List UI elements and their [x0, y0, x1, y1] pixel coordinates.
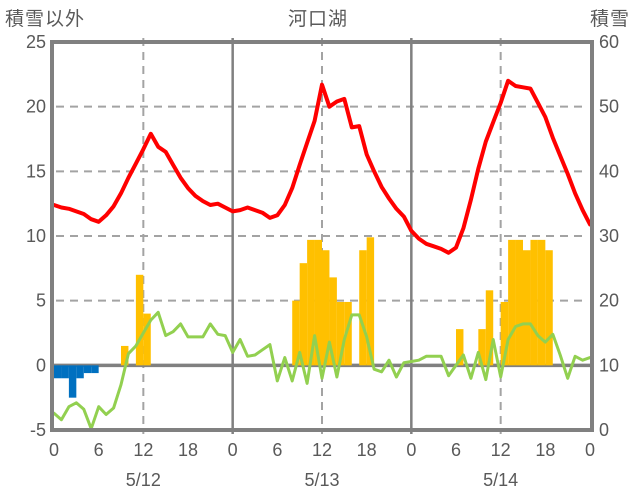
chart-title: 河口湖 [287, 9, 348, 30]
svg-text:12: 12 [133, 440, 153, 460]
right-axis-title: 積雪 [589, 9, 630, 30]
left-axis-title: 積雪以外 [5, 9, 86, 30]
svg-text:5: 5 [36, 291, 46, 311]
svg-text:15: 15 [26, 161, 46, 181]
svg-text:20: 20 [26, 97, 46, 117]
date-labels: 5/12 5/13 5/14 [126, 470, 518, 490]
svg-text:12: 12 [491, 440, 511, 460]
svg-text:25: 25 [26, 32, 46, 52]
svg-text:5/13: 5/13 [304, 470, 339, 490]
svg-text:5/12: 5/12 [126, 470, 161, 490]
temperature-line [52, 78, 592, 255]
svg-text:18: 18 [178, 440, 198, 460]
svg-text:0: 0 [406, 440, 416, 460]
right-axis-ticks: 60 50 40 30 20 10 0 [599, 32, 619, 440]
svg-text:10: 10 [599, 355, 619, 375]
hour-labels: 0 6 12 18 0 6 12 18 0 6 12 18 0 [49, 440, 595, 460]
svg-text:0: 0 [49, 440, 59, 460]
svg-text:18: 18 [535, 440, 555, 460]
svg-text:12: 12 [312, 440, 332, 460]
svg-text:-5: -5 [30, 420, 46, 440]
svg-text:6: 6 [94, 440, 104, 460]
wind-speed-line [52, 310, 592, 431]
left-axis-ticks: 25 20 15 10 5 0 -5 [26, 32, 46, 440]
precipitation-bars [54, 365, 99, 398]
svg-text:5/14: 5/14 [483, 470, 518, 490]
svg-text:40: 40 [599, 161, 619, 181]
svg-text:18: 18 [357, 440, 377, 460]
svg-text:0: 0 [599, 420, 609, 440]
svg-text:0: 0 [228, 440, 238, 460]
sunshine-bars [121, 237, 553, 366]
svg-text:10: 10 [26, 226, 46, 246]
svg-text:6: 6 [451, 440, 461, 460]
svg-text:20: 20 [599, 291, 619, 311]
svg-text:6: 6 [272, 440, 282, 460]
svg-text:50: 50 [599, 97, 619, 117]
svg-text:30: 30 [599, 226, 619, 246]
svg-text:0: 0 [36, 355, 46, 375]
svg-text:60: 60 [599, 32, 619, 52]
plot-frame [50, 40, 594, 432]
svg-text:0: 0 [585, 440, 595, 460]
